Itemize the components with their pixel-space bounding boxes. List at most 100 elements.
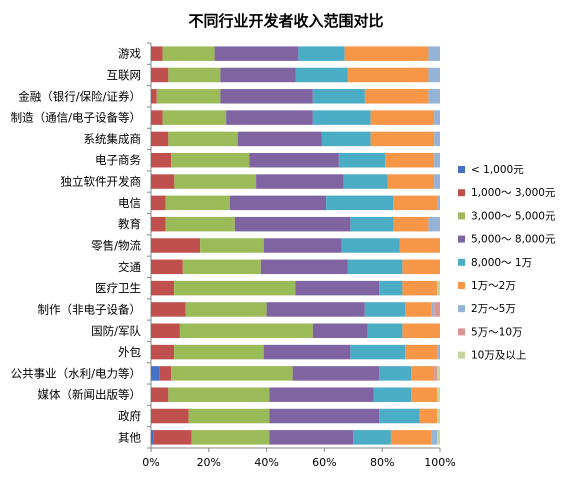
bar-segment (249, 152, 339, 168)
bar-segment (292, 366, 380, 381)
legend-swatch (458, 328, 465, 336)
bar-segment (437, 344, 440, 360)
bar-segment (151, 174, 175, 189)
category-label: 媒体（新闻出版等） (38, 388, 142, 402)
category-label: 公共事业（水利/电力等） (11, 366, 141, 380)
bar-segment (312, 323, 368, 339)
bar-segment (387, 174, 435, 189)
category-label: 制造（通信/电子设备等） (11, 111, 141, 125)
category-label: 交通 (118, 260, 141, 274)
x-tick-label: 60% (312, 456, 336, 469)
bar-segment (151, 195, 166, 211)
bar-segment (269, 387, 374, 402)
bar-segment (151, 280, 175, 296)
category-label: 零售/物流 (91, 239, 141, 253)
bar-segment (151, 216, 166, 232)
bar-segment (402, 280, 438, 296)
legend-swatch (458, 212, 465, 220)
bar-segment (373, 387, 412, 402)
bar-segment (344, 46, 429, 61)
category-label: 独立软件开发商 (61, 175, 142, 189)
category-label: 电子商务 (95, 153, 141, 167)
bar-segment (437, 430, 440, 445)
bar-segment (151, 46, 163, 61)
bar-segment (269, 408, 380, 424)
bar-segment (295, 280, 380, 296)
bar-segment (419, 408, 438, 424)
bar-segment (402, 323, 440, 339)
bar-segment (168, 131, 238, 147)
bar-segment (151, 387, 169, 402)
bar-segment (165, 216, 235, 232)
bar-segment (434, 110, 440, 125)
bar-segment (379, 408, 420, 424)
bar-segment (151, 110, 163, 125)
legend-label: 1万～2万 (471, 280, 516, 292)
bar-segment (229, 195, 327, 211)
category-label: 医疗卫生 (95, 281, 141, 295)
chart-title: 不同行业开发者收入范围对比 (188, 12, 383, 30)
bar-segment (428, 216, 440, 232)
bar-segment (393, 195, 438, 211)
bar-segment (151, 366, 160, 381)
bar-segment (151, 430, 154, 445)
bar-segment (151, 408, 189, 424)
bar-segment (364, 302, 406, 317)
bar-segment (370, 110, 435, 125)
bar-segment (200, 238, 264, 253)
bar-segment (431, 302, 435, 317)
bar-segment (312, 89, 365, 104)
bar-segment (405, 302, 432, 317)
legend-swatch (458, 305, 465, 313)
bar-segment (188, 408, 270, 424)
x-tick-label: 100% (424, 456, 455, 469)
category-label: 其他 (118, 430, 141, 444)
bar-segment (168, 67, 221, 83)
bar-segment (165, 195, 230, 211)
bar-segment (350, 344, 406, 360)
bar-segment (153, 430, 192, 445)
bar-segment (437, 280, 440, 296)
bar-segment (185, 302, 267, 317)
bar-segment (437, 387, 440, 402)
bar-segment (256, 174, 344, 189)
legend-label: 3,000～ 5,000元 (471, 210, 556, 222)
bar-segment (428, 46, 440, 61)
category-label: 电信 (118, 196, 141, 210)
bar-segment (151, 152, 172, 168)
bar-segment (234, 216, 351, 232)
bar-segment (364, 89, 429, 104)
bar-segment (353, 430, 391, 445)
bar-segment (151, 89, 157, 104)
legend-label: < 1,000元 (471, 164, 524, 176)
bar-segment (341, 238, 400, 253)
x-tick-label: 20% (197, 456, 221, 469)
bar-segment (370, 131, 435, 147)
bar-segment (428, 89, 440, 104)
bars (151, 46, 440, 445)
bar-segment (260, 259, 348, 275)
bar-segment (226, 110, 313, 125)
bar-segment (151, 344, 175, 360)
category-label: 外包 (118, 345, 141, 359)
bar-segment (434, 366, 438, 381)
bar-segment (379, 366, 412, 381)
bar-segment (151, 131, 169, 147)
bar-segment (431, 430, 438, 445)
bar-segment (411, 387, 438, 402)
bar-segment (437, 366, 440, 381)
bar-segment (367, 323, 403, 339)
bar-segment (151, 67, 169, 83)
bar-segment (179, 323, 313, 339)
category-label: 系统集成商 (84, 132, 142, 146)
legend-label: 5,000～ 8,000元 (471, 234, 556, 246)
bar-segment (347, 259, 403, 275)
bar-segment (156, 89, 221, 104)
bar-segment (269, 430, 354, 445)
bar-segment (343, 174, 388, 189)
bar-segment (350, 216, 394, 232)
legend-swatch (458, 166, 465, 173)
bar-segment (214, 46, 299, 61)
